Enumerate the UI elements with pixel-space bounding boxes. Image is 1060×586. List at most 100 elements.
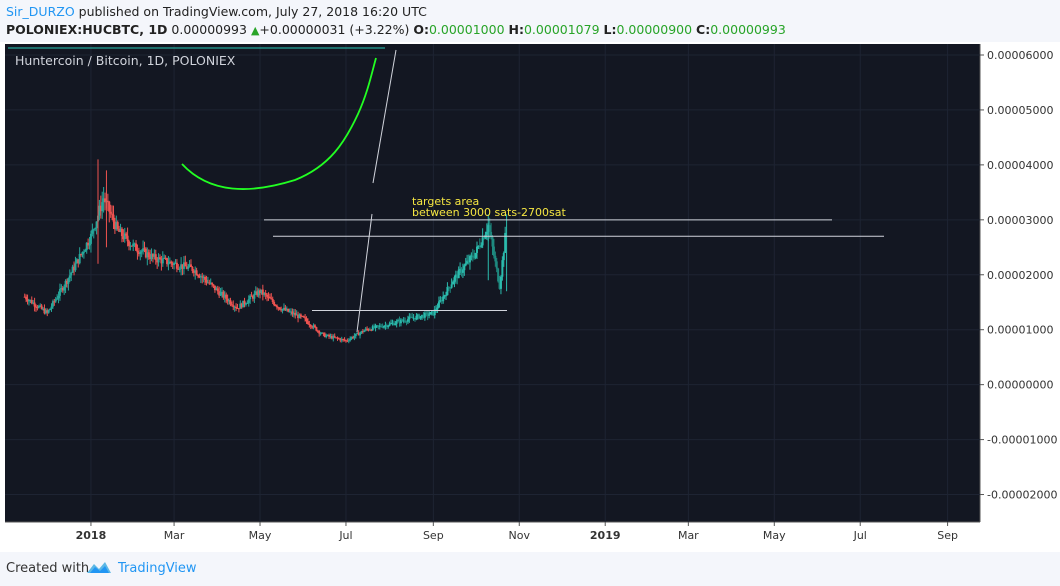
- candle-body: [274, 305, 277, 307]
- candle-body: [126, 235, 129, 242]
- candle-body: [189, 264, 192, 268]
- candle-body: [133, 243, 136, 245]
- candle-body: [101, 202, 104, 212]
- candle-body: [414, 317, 417, 320]
- low-value: 0.00000900: [616, 22, 693, 37]
- candle-body: [347, 340, 350, 342]
- candle-body: [453, 277, 456, 282]
- tradingview-brand-link[interactable]: TradingView: [118, 561, 197, 576]
- candle-body: [188, 264, 191, 267]
- candle-body: [490, 231, 493, 238]
- candle-body: [485, 231, 488, 235]
- candle-body: [168, 261, 171, 264]
- close-label: C:: [696, 22, 711, 37]
- candle-body: [282, 307, 285, 309]
- candle-body: [304, 317, 307, 319]
- candle-body: [408, 316, 411, 320]
- x-tick-label: May: [763, 529, 786, 542]
- candle-body: [442, 296, 445, 302]
- candle-body: [149, 257, 152, 259]
- candle-body: [423, 312, 426, 318]
- candle-body: [491, 237, 494, 247]
- candle-body: [113, 221, 116, 230]
- candle-body: [256, 291, 259, 296]
- candle-body: [44, 310, 47, 314]
- chart-area[interactable]: 0.00006000 0.00005000 0.00004000 0.00003000…: [0, 42, 1060, 552]
- candle-body: [218, 291, 221, 296]
- header: Sir_DURZO published on TradingView.com, …: [0, 0, 1060, 42]
- candle-body: [112, 214, 115, 222]
- candle-body: [437, 301, 440, 308]
- candle-body: [425, 312, 428, 314]
- candle-body: [49, 308, 52, 311]
- author-link[interactable]: Sir_DURZO: [6, 4, 75, 19]
- candle-body: [281, 308, 284, 311]
- candle-body: [264, 293, 267, 295]
- candle-body: [495, 261, 498, 269]
- candle-body: [298, 314, 301, 319]
- candle-body: [397, 320, 400, 322]
- candle-body: [471, 255, 474, 258]
- candle-body: [295, 314, 298, 316]
- candle-body: [450, 284, 453, 288]
- y-tick-label: 0.00000000: [987, 379, 1053, 392]
- candle-body: [136, 250, 139, 253]
- price-chart[interactable]: 0.00006000 0.00005000 0.00004000 0.00003000…: [0, 42, 1060, 552]
- candle-body: [225, 294, 228, 299]
- candle-body: [53, 301, 56, 303]
- candle-body: [318, 330, 321, 334]
- candle-body: [170, 261, 173, 264]
- candle-body: [228, 300, 231, 302]
- candle-body: [292, 312, 295, 315]
- candle-body: [261, 289, 264, 295]
- candle-body: [336, 337, 339, 339]
- candle-body: [474, 252, 477, 258]
- candle-body: [368, 329, 371, 331]
- candle-body: [254, 291, 257, 294]
- candle-body: [37, 306, 40, 308]
- candle-body: [178, 268, 181, 270]
- candle-body: [501, 260, 504, 277]
- candle-body: [461, 270, 464, 273]
- candle-body: [192, 270, 195, 273]
- last-price: 0.00000993: [171, 22, 247, 37]
- candle-body: [106, 200, 109, 202]
- candle-body: [394, 323, 397, 326]
- candle-body: [166, 258, 169, 265]
- candle-body: [273, 302, 276, 306]
- candle-body: [290, 311, 293, 313]
- candle-body: [147, 252, 150, 258]
- candle-body: [374, 325, 377, 328]
- trend-line-projection: [372, 49, 397, 184]
- candle-body: [409, 316, 412, 318]
- candle-body: [250, 295, 253, 297]
- candle-body: [185, 266, 188, 269]
- candle-body: [377, 325, 380, 327]
- candle-body: [390, 323, 393, 325]
- candle-body: [208, 282, 211, 284]
- candle-body: [237, 308, 240, 310]
- ohlc-line: POLONIEX:HUCBTC, 1D 0.00000993 ▲+0.00000…: [6, 22, 786, 37]
- x-tick-label: Jul: [853, 529, 867, 542]
- candle-body: [440, 300, 443, 302]
- candle-body: [171, 263, 174, 265]
- candle-body: [483, 237, 486, 239]
- x-tick-label: Mar: [678, 529, 699, 542]
- candle-body: [470, 255, 473, 257]
- candle-body: [85, 242, 88, 251]
- candle-body: [260, 289, 263, 293]
- candle-body: [222, 291, 225, 298]
- candle-body: [111, 213, 114, 215]
- candle-body: [73, 266, 76, 271]
- target-annotation-line1: targets area: [412, 195, 479, 208]
- candle-body: [316, 330, 319, 332]
- candle-body: [342, 339, 345, 341]
- candle-body: [312, 325, 315, 328]
- high-value: 0.00001079: [523, 22, 600, 37]
- candle-body: [321, 332, 324, 334]
- candle-body: [167, 263, 170, 265]
- candle-body: [411, 316, 414, 319]
- candle-body: [199, 276, 202, 278]
- candle-body: [439, 300, 442, 302]
- candle-body: [204, 277, 207, 280]
